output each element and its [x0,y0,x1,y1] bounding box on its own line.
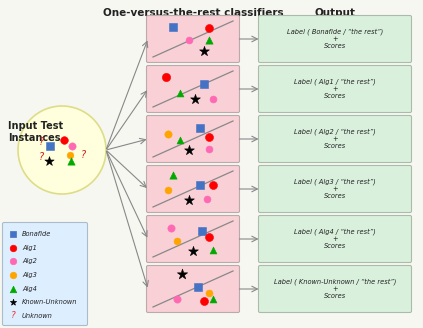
FancyBboxPatch shape [146,215,239,262]
FancyBboxPatch shape [258,265,412,313]
Text: Label ( Bonafide / “the rest”)
+
Scores: Label ( Bonafide / “the rest”) + Scores [287,29,383,49]
Point [167,225,174,231]
Point [190,249,196,254]
Point [209,296,216,301]
Text: Alg4: Alg4 [22,286,37,292]
Point [176,137,183,142]
Text: ?: ? [11,312,15,320]
FancyBboxPatch shape [258,15,412,63]
Point [201,49,207,54]
FancyBboxPatch shape [146,265,239,313]
Text: Known-Unknown: Known-Unknown [22,299,77,305]
Point [206,234,213,239]
Point [197,125,203,131]
Point [206,134,213,139]
Point [185,197,192,203]
FancyBboxPatch shape [258,115,412,162]
Circle shape [18,106,106,194]
Point [67,158,74,164]
Point [206,290,213,295]
Text: ?: ? [38,152,44,162]
Point [185,147,192,153]
Point [201,299,207,304]
Point [197,182,203,187]
Text: Alg2: Alg2 [22,258,37,264]
FancyBboxPatch shape [258,215,412,262]
FancyBboxPatch shape [146,66,239,113]
Text: Label ( Alg2 / “the rest”)
+
Scores: Label ( Alg2 / “the rest”) + Scores [294,129,376,149]
Point [10,300,16,305]
Text: ?: ? [80,150,86,160]
Text: Label ( Alg3 / “the rest”)
+
Scores: Label ( Alg3 / “the rest”) + Scores [294,179,376,199]
FancyBboxPatch shape [3,222,88,325]
Point [10,245,16,250]
Text: Unknown: Unknown [22,313,53,319]
Point [185,37,192,43]
Text: One-versus-the-rest classifiers: One-versus-the-rest classifiers [103,8,283,18]
Point [68,144,75,149]
FancyBboxPatch shape [258,166,412,213]
Text: Alg1: Alg1 [22,245,37,251]
Point [192,96,198,101]
Point [165,131,171,136]
Point [10,259,16,264]
Text: ?: ? [38,137,44,147]
Text: Bonafide: Bonafide [22,231,51,237]
Point [170,24,176,29]
Point [203,196,210,201]
Point [10,272,16,277]
Point [209,96,216,101]
Point [209,182,216,187]
Point [10,231,16,236]
FancyBboxPatch shape [146,166,239,213]
Point [45,158,52,164]
Point [199,229,206,234]
Point [165,187,171,193]
Text: Output: Output [314,8,355,18]
Point [206,146,213,151]
Point [46,144,53,149]
Point [179,271,186,276]
Point [61,138,68,143]
Point [173,238,180,244]
Point [10,286,16,291]
Point [173,296,180,301]
Point [162,74,169,79]
Text: Alg3: Alg3 [22,272,37,278]
Point [201,81,207,86]
Text: Label ( Alg1 / “the rest”)
+
Scores: Label ( Alg1 / “the rest”) + Scores [294,79,376,99]
Text: Label ( Alg4 / “the rest”)
+
Scores: Label ( Alg4 / “the rest”) + Scores [294,229,376,249]
FancyBboxPatch shape [258,66,412,113]
Point [170,172,176,177]
Point [66,153,73,158]
Point [206,25,213,31]
Point [176,90,183,95]
FancyBboxPatch shape [146,15,239,63]
FancyBboxPatch shape [146,115,239,162]
Point [194,284,201,289]
Point [206,37,213,43]
Point [209,247,216,253]
Text: Input Test
Instances: Input Test Instances [8,121,63,143]
Text: Label ( Known-Unknown / “the rest”)
+
Scores: Label ( Known-Unknown / “the rest”) + Sc… [274,279,396,299]
